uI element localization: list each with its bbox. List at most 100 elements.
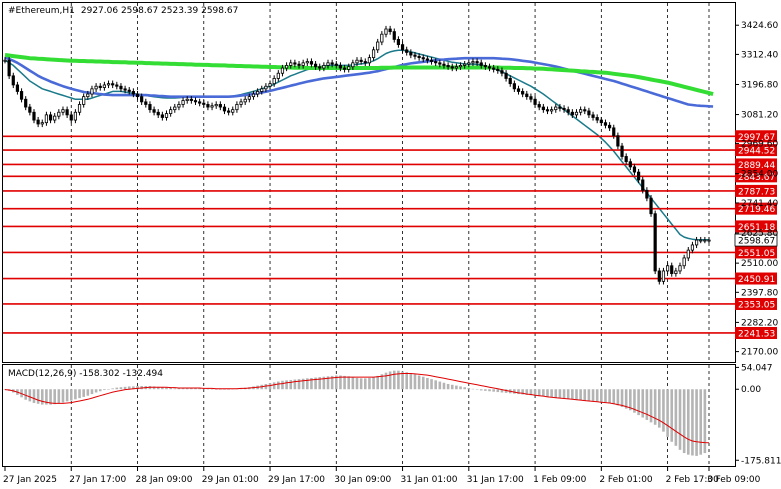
candle-body (608, 124, 612, 129)
macd-histogram-bar (616, 389, 620, 406)
candle-body (127, 89, 131, 92)
macd-histogram-bar (301, 378, 305, 390)
macd-histogram-bar (620, 389, 624, 408)
macd-histogram-bar (645, 389, 649, 420)
macd-histogram-bar (517, 389, 520, 395)
candle-body (603, 122, 608, 126)
macd-histogram-bar (554, 389, 558, 398)
candle-body (164, 113, 169, 118)
macd-histogram-bar (550, 389, 553, 398)
macd-histogram-bar (181, 388, 185, 390)
macd-histogram-bar (343, 375, 346, 390)
candle-body (210, 105, 214, 108)
candle-body (525, 93, 529, 98)
candle-body (48, 114, 53, 121)
macd-histogram-bar (695, 389, 698, 456)
candle-body (492, 67, 496, 70)
candle-body (293, 62, 297, 65)
candle-body (516, 88, 521, 92)
candle-body (119, 85, 123, 90)
candle-body (289, 62, 293, 66)
candle-body (579, 109, 583, 113)
macd-histogram-bar (165, 387, 168, 390)
candle-body (111, 83, 115, 86)
candle-body (512, 83, 516, 90)
candle-body (359, 59, 363, 62)
candle-body (235, 104, 239, 111)
candle-body (218, 104, 222, 108)
price-level-label: 2719.46 (738, 205, 775, 215)
macd-histogram-bar (678, 389, 682, 450)
candle-body (690, 244, 695, 251)
candle-body (15, 84, 20, 92)
price-y-tick-label: 2510.00 (741, 259, 778, 269)
macd-histogram-bar (107, 389, 110, 390)
price-level-label: 2944.52 (738, 147, 775, 157)
candle-body (177, 104, 181, 108)
candle-body (297, 63, 301, 66)
price-y-tick-label: 2741.40 (741, 199, 778, 209)
time-x-tick-label: 31 Jan 17:00 (467, 475, 524, 485)
macd-histogram-bar (475, 389, 479, 390)
macd-histogram-bar (24, 389, 28, 400)
macd-histogram-bar (351, 377, 355, 390)
macd-histogram-bar (438, 381, 442, 390)
candle-body (686, 249, 690, 259)
macd-histogram-bar (653, 389, 657, 425)
symbol-label: #Ethereum,H1 (8, 6, 75, 16)
candle-body (467, 62, 471, 65)
macd-histogram-bar (484, 389, 487, 391)
candle-body (521, 91, 525, 95)
time-x-tick-label: 28 Jan 09:00 (136, 475, 193, 485)
candle-body (699, 239, 703, 242)
macd-histogram-bar (434, 380, 437, 390)
price-levels: 2997.67 2944.52 2889.44 2843.67 2787.73 2719.… (3, 130, 778, 339)
macd-histogram-bar (223, 389, 226, 390)
candle-body (645, 189, 649, 199)
candle-body (487, 66, 492, 69)
macd-histogram-bar (127, 386, 131, 390)
macd-histogram-bar (504, 389, 508, 393)
candle-body (429, 59, 434, 62)
ma-mid-line (4, 56, 714, 108)
time-x-tick-label: 30 Jan 09:00 (334, 475, 391, 485)
macd-histogram-bar (90, 389, 94, 395)
candle-body (591, 114, 595, 118)
current-price-tag (734, 233, 778, 247)
macd-histogram-bar (161, 387, 164, 390)
price-y-tick-label: 2625.80 (741, 229, 778, 239)
macd-histogram-bar (496, 389, 500, 393)
macd-histogram-bar (397, 370, 400, 390)
macd-histogram-bar (123, 386, 127, 390)
price-level-label: 2353.05 (738, 300, 775, 310)
candle-body (450, 66, 454, 69)
candle-body (347, 66, 351, 70)
candle-body (206, 104, 210, 108)
candle-body (256, 91, 260, 95)
candle-body (566, 109, 570, 113)
candle-body (152, 109, 156, 113)
candle-body (198, 101, 202, 104)
macd-histogram-bar (28, 389, 32, 402)
macd-histogram-bar (297, 379, 301, 390)
macd-histogram-bar (612, 389, 616, 405)
macd-histogram-bar (529, 389, 533, 396)
candle-body (351, 62, 355, 68)
macd-histogram-bar (479, 389, 483, 391)
price-level-label: 2843.67 (738, 173, 775, 183)
macd-histogram-bar (78, 389, 81, 399)
macd-histogram-bar (293, 379, 297, 390)
macd-histogram-bar (65, 389, 69, 402)
macd-histogram-bar (185, 388, 189, 390)
candle-body (541, 106, 545, 111)
candle-body (533, 98, 537, 105)
time-x-tick-label: 1 Feb 09:00 (533, 475, 587, 485)
macd-histogram-bar (409, 373, 413, 390)
candle-body (73, 111, 77, 121)
macd-histogram-bar (285, 380, 288, 390)
macd-histogram-bar (392, 370, 396, 390)
macd-histogram-bar (177, 388, 181, 390)
macd-histogram-bar (604, 389, 607, 403)
candle-body (417, 55, 421, 59)
candle-body (193, 100, 198, 103)
